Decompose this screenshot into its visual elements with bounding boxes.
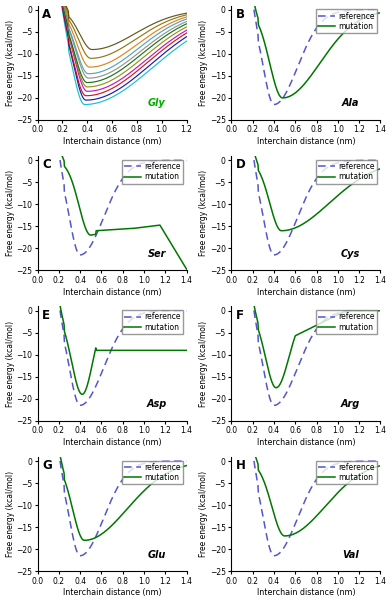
- Text: Ser: Ser: [147, 249, 166, 259]
- Text: A: A: [42, 8, 51, 21]
- Text: F: F: [236, 309, 244, 321]
- Y-axis label: Free energy (kcal/mol): Free energy (kcal/mol): [5, 471, 15, 557]
- Text: Ala: Ala: [342, 98, 359, 109]
- X-axis label: Interchain distance (nm): Interchain distance (nm): [63, 438, 162, 447]
- Legend: reference, mutation: reference, mutation: [316, 10, 377, 33]
- Text: E: E: [42, 309, 50, 321]
- Text: Asp: Asp: [147, 399, 167, 409]
- X-axis label: Interchain distance (nm): Interchain distance (nm): [257, 137, 355, 147]
- Text: Arg: Arg: [341, 399, 360, 409]
- Y-axis label: Free energy (kcal/mol): Free energy (kcal/mol): [5, 320, 15, 406]
- X-axis label: Interchain distance (nm): Interchain distance (nm): [63, 137, 162, 147]
- Text: B: B: [236, 8, 245, 21]
- Legend: reference, mutation: reference, mutation: [122, 310, 183, 334]
- X-axis label: Interchain distance (nm): Interchain distance (nm): [63, 589, 162, 598]
- Y-axis label: Free energy (kcal/mol): Free energy (kcal/mol): [200, 170, 209, 256]
- X-axis label: Interchain distance (nm): Interchain distance (nm): [257, 589, 355, 598]
- X-axis label: Interchain distance (nm): Interchain distance (nm): [257, 288, 355, 297]
- Text: G: G: [42, 459, 52, 472]
- Text: D: D: [236, 158, 246, 171]
- Legend: reference, mutation: reference, mutation: [316, 160, 377, 183]
- Text: Cys: Cys: [341, 249, 360, 259]
- Y-axis label: Free energy (kcal/mol): Free energy (kcal/mol): [200, 20, 209, 106]
- Legend: reference, mutation: reference, mutation: [122, 461, 183, 484]
- Text: Val: Val: [342, 550, 359, 560]
- Y-axis label: Free energy (kcal/mol): Free energy (kcal/mol): [200, 471, 209, 557]
- Y-axis label: Free energy (kcal/mol): Free energy (kcal/mol): [200, 320, 209, 406]
- Legend: reference, mutation: reference, mutation: [316, 310, 377, 334]
- Text: H: H: [236, 459, 246, 472]
- Text: C: C: [42, 158, 51, 171]
- Y-axis label: Free energy (kcal/mol): Free energy (kcal/mol): [5, 170, 15, 256]
- X-axis label: Interchain distance (nm): Interchain distance (nm): [63, 288, 162, 297]
- X-axis label: Interchain distance (nm): Interchain distance (nm): [257, 438, 355, 447]
- Legend: reference, mutation: reference, mutation: [122, 160, 183, 183]
- Y-axis label: Free energy (kcal/mol): Free energy (kcal/mol): [5, 20, 15, 106]
- Text: Gly: Gly: [148, 98, 165, 109]
- Text: Glu: Glu: [147, 550, 166, 560]
- Legend: reference, mutation: reference, mutation: [316, 461, 377, 484]
